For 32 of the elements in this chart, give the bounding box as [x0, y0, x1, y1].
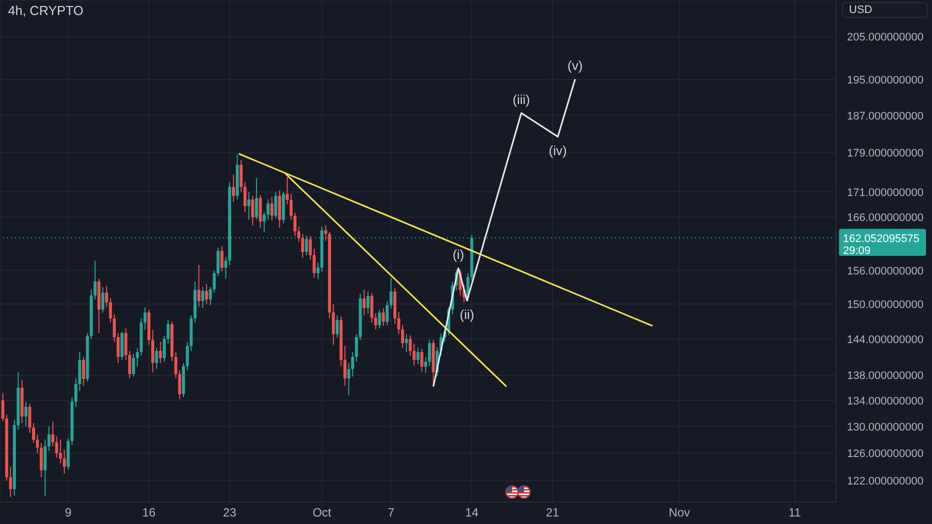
- x-tick-label: 21: [546, 506, 560, 520]
- annotation: (i): [452, 247, 464, 262]
- x-tick-label: Oct: [312, 506, 332, 520]
- y-axis-title: USD: [842, 2, 928, 18]
- y-tick-label: 156.000000000: [847, 265, 924, 278]
- y-tick-label: 126.000000000: [847, 448, 924, 460]
- y-tick-label: 195.000000000: [847, 74, 924, 86]
- annotation: (v): [568, 58, 583, 74]
- x-tick-label: 23: [222, 506, 237, 520]
- x-tick-label: 7: [388, 506, 395, 520]
- y-tick-label: 171.000000000: [847, 186, 924, 199]
- chart-title: 4h, CRYPTO: [8, 3, 84, 18]
- y-tick-label: 144.000000000: [847, 334, 924, 346]
- x-tick-label: 9: [64, 506, 72, 520]
- x-tick-label: 14: [465, 506, 479, 520]
- y-tick-label: 150.000000000: [847, 298, 924, 311]
- annotation: (ii): [460, 306, 474, 322]
- x-tick-label: 16: [142, 506, 156, 520]
- annotation: (iii): [512, 92, 530, 108]
- y-tick-label: 138.000000000: [847, 370, 924, 382]
- x-tick-label: Nov: [668, 506, 690, 520]
- y-tick-label: 122.000000000: [847, 476, 924, 488]
- y-tick-label: 130.000000000: [847, 421, 924, 434]
- x-tick-label: 11: [788, 506, 802, 520]
- ref-line-label: 162.052095575: [843, 232, 920, 245]
- y-tick-label: 187.000000000: [847, 110, 924, 122]
- y-tick-label: 134.000000000: [847, 395, 924, 408]
- annotation: (iv): [548, 142, 567, 158]
- y-tick-label: 179.000000000: [847, 148, 924, 160]
- y-tick-label: 166.000000000: [847, 212, 924, 224]
- y-tick-label: 205.000000000: [847, 32, 924, 44]
- text: 29:09: [843, 244, 871, 257]
